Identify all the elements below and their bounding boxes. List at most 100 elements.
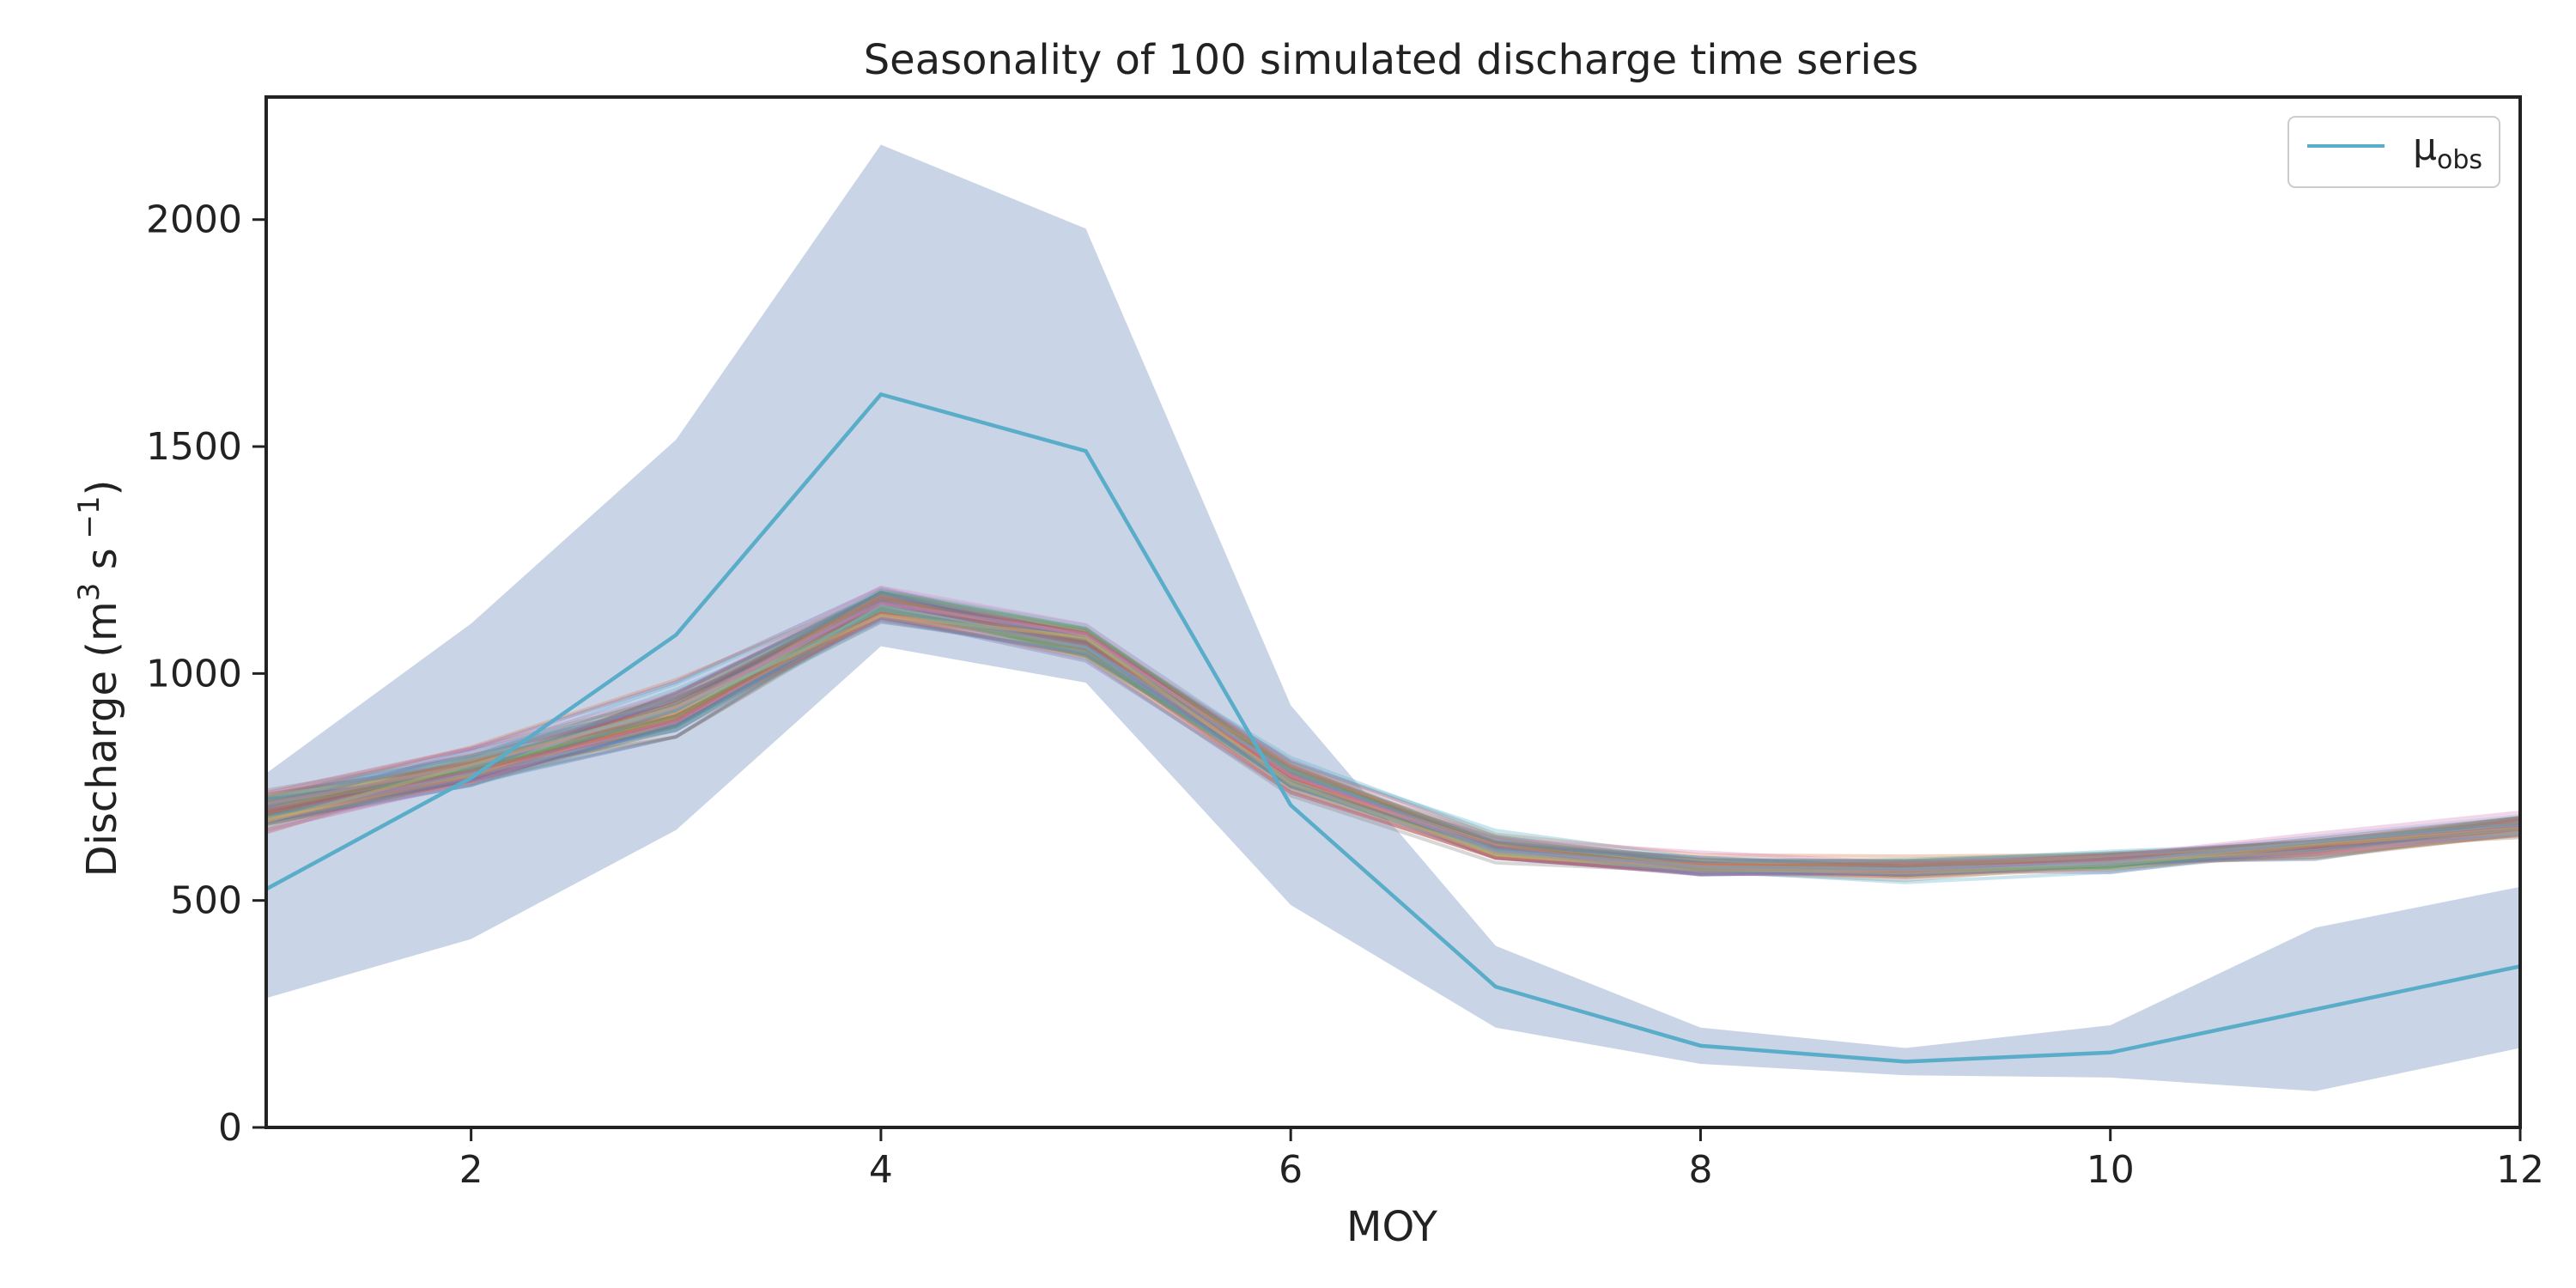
x-tick-label: 10 bbox=[2087, 1148, 2135, 1192]
simulated-series-line bbox=[266, 585, 2520, 865]
simulated-series-line bbox=[266, 596, 2520, 868]
chart-title: Seasonality of 100 simulated discharge t… bbox=[864, 36, 1919, 84]
simulated-series-line bbox=[266, 590, 2520, 868]
simulated-series-line bbox=[266, 606, 2520, 872]
legend-label-main: μ bbox=[2413, 125, 2437, 169]
simulated-series-line bbox=[266, 598, 2520, 870]
simulated-series-line bbox=[266, 604, 2520, 869]
x-tick-label: 8 bbox=[1688, 1148, 1712, 1192]
simulated-series-line bbox=[266, 600, 2520, 870]
simulated-series-line bbox=[266, 596, 2520, 874]
simulated-series-line bbox=[266, 611, 2520, 878]
simulated-series-line bbox=[266, 607, 2520, 875]
simulated-series-line bbox=[266, 605, 2520, 874]
y-axis-title-sup2: −1 bbox=[72, 495, 106, 548]
y-tick-label: 1000 bbox=[146, 652, 242, 696]
simulated-series-line bbox=[266, 606, 2520, 873]
simulated-series-line bbox=[266, 592, 2520, 859]
simulated-series-line bbox=[266, 587, 2520, 868]
y-axis-title: Discharge (m3 s −1) bbox=[72, 480, 126, 878]
simulated-series-line bbox=[266, 604, 2520, 876]
simulated-series-line bbox=[266, 616, 2520, 877]
simulated-series-line bbox=[266, 611, 2520, 869]
y-tick-label: 0 bbox=[218, 1106, 242, 1150]
x-tick-label: 2 bbox=[459, 1148, 483, 1192]
simulated-series-line bbox=[266, 601, 2520, 872]
simulated-series-line bbox=[266, 600, 2520, 870]
simulated-series-line bbox=[266, 607, 2520, 871]
simulated-series-line bbox=[266, 608, 2520, 871]
simulated-series-line bbox=[266, 597, 2520, 866]
simulated-series-line bbox=[266, 606, 2520, 872]
simulated-series-line bbox=[266, 617, 2520, 878]
simulated-series-line bbox=[266, 592, 2520, 872]
simulated-series-line bbox=[266, 600, 2520, 873]
plot-frame bbox=[264, 95, 2522, 1129]
simulated-series-line bbox=[266, 595, 2520, 865]
simulated-series-line bbox=[266, 610, 2520, 872]
simulated-series-line bbox=[266, 598, 2520, 872]
x-tick-label: 6 bbox=[1279, 1148, 1303, 1192]
simulated-series-line bbox=[266, 591, 2520, 865]
simulated-series-line bbox=[266, 596, 2520, 873]
simulated-series-line bbox=[266, 590, 2520, 867]
simulated-series-line bbox=[266, 607, 2520, 875]
simulated-series-line bbox=[266, 608, 2520, 876]
simulated-series-line bbox=[266, 599, 2520, 877]
simulated-series-line bbox=[266, 613, 2520, 883]
simulated-series-line bbox=[266, 592, 2520, 869]
simulated-series-line bbox=[266, 612, 2520, 873]
simulated-series-line bbox=[266, 605, 2520, 872]
simulated-series-line bbox=[266, 616, 2520, 879]
y-axis-title-sup1: 3 bbox=[72, 583, 106, 602]
axes: 2 4 6 8 10 12 0 500 1000 1500 2000 bbox=[146, 95, 2544, 1192]
simulated-series-line bbox=[266, 609, 2520, 872]
simulated-series-line bbox=[266, 620, 2520, 878]
simulated-series-line bbox=[266, 591, 2520, 873]
observed-range-band bbox=[266, 144, 2520, 1091]
simulated-series-line bbox=[266, 610, 2520, 876]
plot-content bbox=[266, 144, 2520, 1091]
simulated-series-line bbox=[266, 598, 2520, 874]
simulated-series-line bbox=[266, 605, 2520, 867]
simulated-series-line bbox=[266, 605, 2520, 872]
simulated-series-line bbox=[266, 605, 2520, 871]
simulated-series-line bbox=[266, 613, 2520, 879]
simulated-series-line bbox=[266, 596, 2520, 872]
simulated-series-line bbox=[266, 598, 2520, 874]
y-tick-label: 1500 bbox=[146, 425, 242, 469]
simulated-series-line bbox=[266, 598, 2520, 870]
simulated-series-line bbox=[266, 608, 2520, 878]
y-axis-title-end: ) bbox=[78, 480, 126, 496]
simulated-series-line bbox=[266, 598, 2520, 870]
y-axis-title-mid: s bbox=[78, 548, 126, 582]
simulated-series-line bbox=[266, 612, 2520, 873]
simulated-series-line bbox=[266, 598, 2520, 872]
simulated-series-line bbox=[266, 598, 2520, 873]
simulated-series-line bbox=[266, 600, 2520, 872]
simulated-series-line bbox=[266, 608, 2520, 875]
legend-label-sub: obs bbox=[2437, 145, 2482, 175]
simulated-series-line bbox=[266, 607, 2520, 875]
simulated-series-line bbox=[266, 594, 2520, 865]
simulated-series-line bbox=[266, 595, 2520, 867]
simulated-series-line bbox=[266, 600, 2520, 875]
simulated-series-line bbox=[266, 604, 2520, 877]
simulated-series-line bbox=[266, 615, 2520, 875]
simulated-series-line bbox=[266, 603, 2520, 868]
simulated-series-line bbox=[266, 588, 2520, 863]
legend-box bbox=[2287, 116, 2500, 188]
simulated-series-line bbox=[266, 613, 2520, 871]
simulated-series-line bbox=[266, 600, 2520, 877]
observed-mean-line bbox=[266, 392, 2520, 1064]
plot-area bbox=[266, 144, 2520, 1091]
x-tick-label: 4 bbox=[869, 1148, 893, 1192]
simulated-series-line bbox=[266, 605, 2520, 873]
simulated-series-line bbox=[266, 592, 2520, 871]
simulated-series-line bbox=[266, 619, 2520, 884]
simulated-series-line bbox=[266, 586, 2520, 864]
simulated-series-line bbox=[266, 600, 2520, 872]
simulated-series-line bbox=[266, 605, 2520, 872]
simulated-series-line bbox=[266, 592, 2520, 872]
